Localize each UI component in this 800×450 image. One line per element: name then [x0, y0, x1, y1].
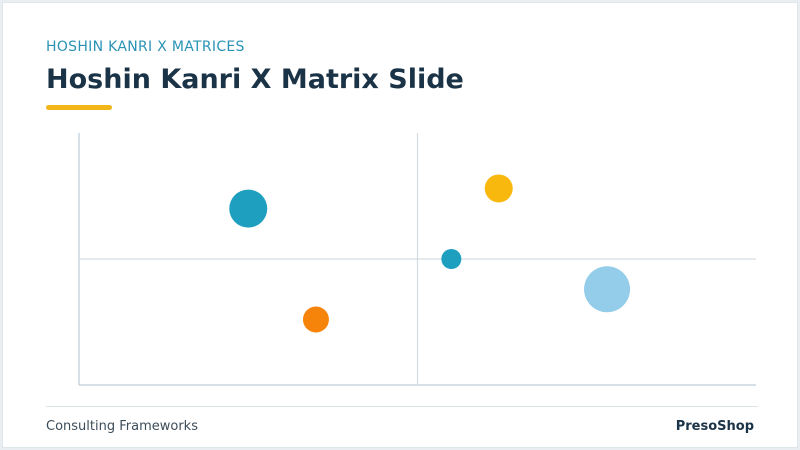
- bubble-5: [302, 306, 329, 333]
- slide-eyebrow: HOSHIN KANRI X MATRICES: [46, 39, 245, 55]
- bubble-4: [584, 266, 631, 313]
- footer-brand: PresoShop: [675, 419, 754, 434]
- bubble-2: [484, 174, 513, 203]
- footer-divider: [46, 406, 758, 407]
- title-accent-bar: [46, 105, 112, 110]
- slide-title: Hoshin Kanri X Matrix Slide: [46, 64, 464, 95]
- footer-source: Consulting Frameworks: [46, 419, 198, 434]
- bubble-3: [441, 249, 462, 269]
- quadrant-chart: [78, 133, 756, 386]
- bubble-1: [229, 189, 268, 228]
